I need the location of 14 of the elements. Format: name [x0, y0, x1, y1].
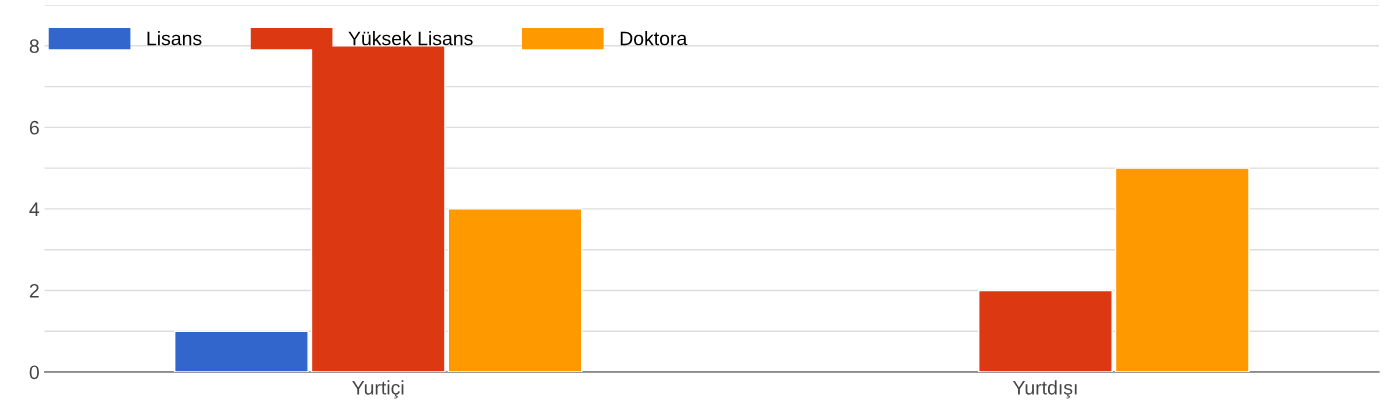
x-tick-label: Yurtdışı [1012, 380, 1077, 399]
x-tick-label: Yurtiçi [352, 380, 404, 399]
y-tick-label: 0 [29, 365, 39, 380]
bar [978, 289, 1113, 373]
legend-label: Lisans [147, 31, 202, 46]
legend-label: Doktora [620, 31, 688, 46]
y-tick-label: 4 [29, 202, 40, 216]
y-tick-label: 2 [29, 283, 39, 298]
bar [173, 330, 309, 373]
y-tick-label: 6 [29, 120, 39, 135]
y-tick-label: 8 [29, 39, 39, 54]
bar [1114, 167, 1250, 373]
bar [447, 208, 583, 373]
legend-label: Yüksek Lisans [348, 31, 473, 46]
